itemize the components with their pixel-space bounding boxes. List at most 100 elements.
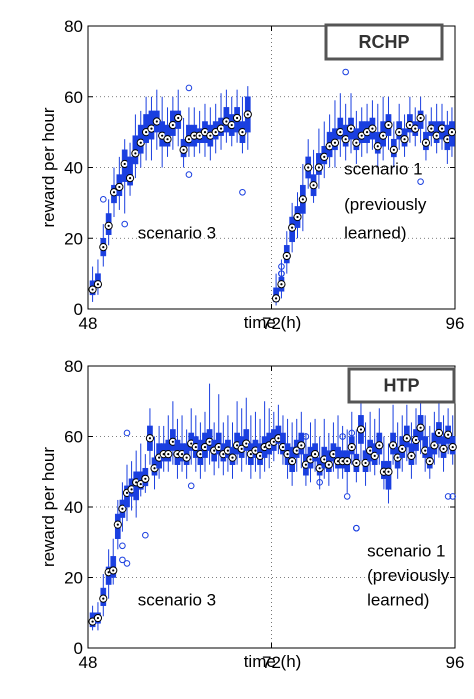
median-dot [199,453,202,456]
median-dot [346,460,349,463]
panel-tag: RCHP [358,32,409,52]
outlier [316,479,323,486]
annotation: learned) [344,223,406,242]
median-dot [327,463,330,466]
median-dot [230,123,233,127]
median-dot [125,491,129,494]
box [432,103,441,154]
box [439,415,448,472]
median-dot [112,191,116,194]
outlier [342,68,349,76]
box [277,259,286,299]
median-dot [203,131,207,134]
median-dot [419,426,422,429]
outlier [343,493,351,500]
median-dot [296,215,299,219]
median-dot [268,444,271,447]
median-dot [332,453,335,456]
x-tick-label: 48 [79,653,98,672]
median-dot [359,428,363,431]
box [227,96,236,147]
annotation: scenario 3 [138,591,216,610]
median-dot [440,127,444,130]
outlier [353,524,360,532]
outlier [142,531,149,539]
box [395,103,404,150]
median-dot [295,449,298,452]
outlier [123,429,131,437]
median-dot [258,454,262,457]
median-dot [447,433,450,436]
box [343,429,352,500]
median-dot [145,131,148,134]
y-tick-label: 80 [64,357,83,376]
outlier [121,220,128,228]
median-dot [208,440,211,443]
median-dot [153,467,156,470]
median-dot [304,463,308,466]
median-dot [235,444,239,447]
median-dot [194,445,197,449]
box [174,89,183,147]
box [145,408,155,465]
median-dot [396,456,399,459]
median-dot [280,283,283,286]
median-dot [167,453,170,456]
box [298,163,307,232]
median-dot [277,437,280,440]
x-tick-label: 48 [79,314,98,333]
median-dot [408,123,411,127]
y-tick-label: 20 [64,569,83,588]
box [115,156,124,210]
x-axis-label: time (h) [244,313,302,332]
median-dot [349,127,353,130]
median-dot [285,254,288,258]
box [341,68,350,161]
box [430,411,439,465]
median-dot [171,440,174,443]
median-dot [339,131,342,134]
median-dot [291,226,294,229]
median-dot [166,138,169,141]
box [99,196,108,267]
median-dot [219,127,223,130]
outlier [417,178,424,185]
annotation: scenario 1 [367,541,445,560]
median-dot [135,481,138,484]
median-dot [355,141,358,144]
box [142,96,151,161]
median-dot [180,453,184,456]
median-dot [123,162,126,166]
box [357,107,366,157]
box [347,411,356,465]
median-dot [312,184,315,187]
x-tick-label: 72 [262,314,281,333]
box [93,259,103,295]
box [384,96,393,150]
panel-tag: HTP [384,376,420,396]
box [375,408,384,465]
median-dot [91,620,94,623]
box [297,411,306,469]
median-dot [193,134,196,137]
median-dot [240,447,243,450]
outlier [239,188,246,196]
median-dot [414,127,417,130]
median-dot [139,482,142,486]
box [232,89,242,143]
box [309,149,318,203]
median-dot [254,449,257,452]
outlier [99,196,107,203]
median-dot [187,138,191,141]
median-dot [139,141,142,144]
median-dot [246,113,249,116]
median-dot [369,449,372,452]
y-tick-label: 0 [74,639,83,658]
median-dot [300,444,303,447]
median-dot [387,123,390,127]
median-dot [241,131,244,134]
box [152,89,161,150]
box [93,602,103,631]
box [448,415,457,500]
box [421,114,431,161]
